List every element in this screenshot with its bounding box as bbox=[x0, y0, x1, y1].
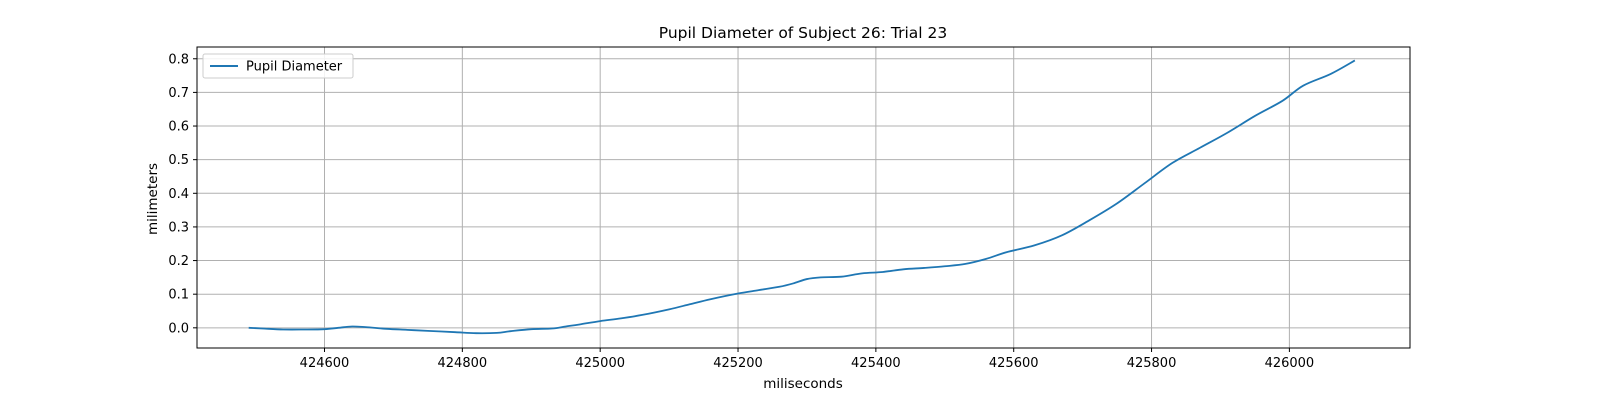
series-line-pupil-diameter bbox=[248, 59, 1356, 335]
y-tick-label: 0.2 bbox=[168, 254, 189, 269]
grid bbox=[197, 47, 1410, 348]
y-axis-label: milimeters bbox=[145, 163, 161, 235]
x-tick-label: 424800 bbox=[438, 356, 488, 371]
y-tick-label: 0.3 bbox=[168, 220, 189, 235]
y-axis-ticks: 0.0 0.1 0.2 0.3 0.4 0.5 0.6 0.7 0.8 bbox=[168, 52, 197, 336]
x-axis-label: miliseconds bbox=[763, 376, 843, 392]
series-layer bbox=[248, 59, 1356, 335]
plot-frame bbox=[196, 46, 1411, 349]
y-tick-label: 0.4 bbox=[168, 187, 189, 202]
y-tick-label: 0.5 bbox=[168, 153, 189, 168]
x-tick-label: 425600 bbox=[989, 356, 1039, 371]
x-tick-label: 426000 bbox=[1265, 356, 1315, 371]
chart-title: Pupil Diameter of Subject 26: Trial 23 bbox=[659, 24, 948, 42]
y-tick-label: 0.7 bbox=[168, 86, 189, 101]
x-tick-label: 425800 bbox=[1127, 356, 1177, 371]
y-tick-label: 0.0 bbox=[168, 321, 189, 336]
y-tick-label: 0.8 bbox=[168, 52, 189, 67]
y-tick-label: 0.6 bbox=[168, 120, 189, 135]
legend: Pupil Diameter bbox=[202, 53, 354, 79]
x-axis-ticks: 424600 424800 425000 425200 425400 425600 4258… bbox=[300, 348, 1315, 371]
legend-box bbox=[202, 53, 354, 79]
x-tick-label: 425400 bbox=[851, 356, 901, 371]
legend-label: Pupil Diameter bbox=[246, 60, 343, 75]
x-tick-label: 425200 bbox=[713, 356, 763, 371]
x-tick-label: 424600 bbox=[300, 356, 350, 371]
x-tick-label: 425000 bbox=[575, 356, 625, 371]
y-tick-label: 0.1 bbox=[168, 288, 189, 303]
